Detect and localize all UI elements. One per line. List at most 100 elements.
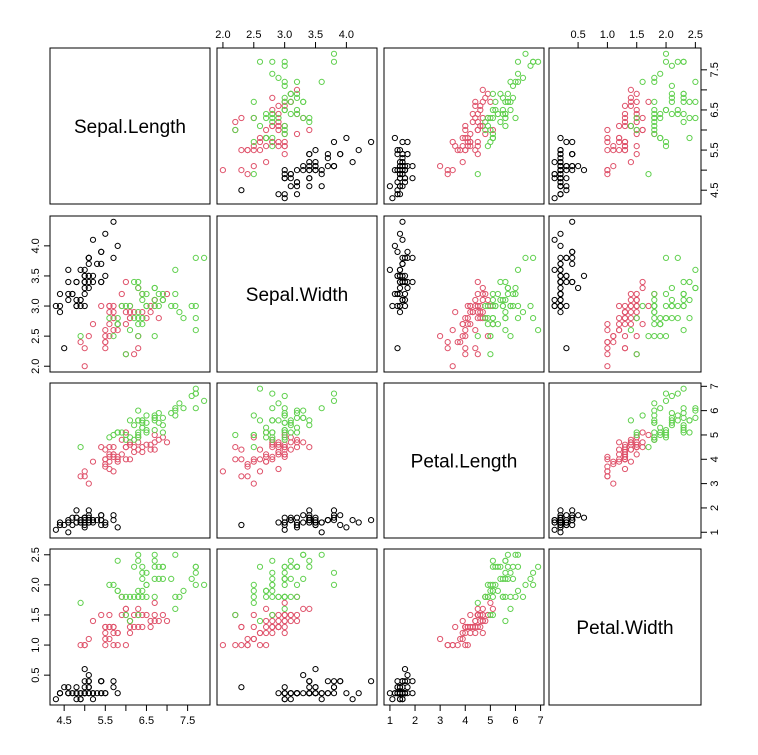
data-point [454, 642, 461, 649]
data-point [557, 155, 564, 162]
data-point [489, 114, 496, 122]
data-point [557, 519, 564, 526]
data-point [349, 159, 356, 166]
data-point [287, 575, 294, 583]
data-point [81, 266, 88, 273]
data-point [102, 521, 109, 529]
data-point [462, 333, 469, 340]
data-point [269, 122, 276, 130]
data-point [651, 74, 658, 82]
data-point [459, 617, 466, 625]
data-point [484, 333, 491, 340]
data-point [604, 363, 611, 370]
data-point [633, 441, 640, 448]
tick-label-petal-length: 7 [709, 383, 721, 389]
data-point [131, 315, 138, 322]
data-point [122, 429, 130, 436]
data-point [135, 431, 142, 439]
data-point [580, 167, 588, 174]
tick-label-petal-length: 5 [487, 715, 493, 727]
data-point [135, 623, 142, 631]
data-point [633, 451, 640, 458]
data-point [563, 187, 570, 194]
data-point [163, 439, 171, 446]
data-point [312, 147, 319, 154]
data-point [102, 272, 109, 279]
data-point [509, 290, 517, 298]
data-point [263, 593, 270, 601]
data-point [651, 302, 658, 310]
data-point [318, 405, 325, 412]
data-point [126, 327, 134, 334]
data-point [633, 429, 640, 436]
data-point [77, 599, 84, 607]
data-point [318, 78, 325, 86]
data-point [281, 593, 288, 601]
data-point [621, 333, 629, 340]
data-point [449, 138, 456, 146]
data-point [293, 611, 301, 619]
data-point [668, 98, 676, 106]
data-point [604, 138, 611, 146]
data-point [102, 230, 109, 237]
data-point [394, 302, 401, 310]
data-point [657, 70, 664, 77]
data-point [662, 434, 670, 441]
data-point [122, 456, 130, 463]
data-point [250, 623, 257, 631]
data-point [232, 611, 239, 619]
data-point [489, 106, 496, 114]
data-point [106, 309, 113, 316]
data-point [489, 134, 496, 142]
data-point [489, 302, 496, 310]
data-point [396, 696, 404, 703]
data-point [459, 134, 466, 142]
panel-frame-petal-width-vs-sepal-width [216, 548, 378, 706]
data-point [139, 623, 146, 631]
data-point [557, 302, 564, 310]
data-point [437, 635, 444, 643]
data-point [492, 106, 499, 114]
data-point [275, 593, 282, 601]
data-point [575, 284, 582, 292]
data-point [110, 315, 117, 322]
data-point [662, 106, 670, 114]
data-point [56, 521, 64, 529]
data-point [300, 114, 307, 122]
data-point [81, 690, 88, 697]
data-point [396, 684, 404, 691]
variable-label-petal-length: Petal.Length [411, 452, 518, 473]
data-point [81, 302, 88, 310]
data-point [482, 290, 489, 298]
data-point [557, 272, 564, 279]
data-point [479, 284, 486, 292]
data-point [85, 260, 92, 267]
data-point [263, 642, 270, 649]
data-point [396, 147, 404, 154]
data-point [139, 309, 146, 316]
tick-label-sepal-width: 3.0 [277, 29, 292, 41]
data-point [312, 666, 319, 673]
data-point [621, 147, 629, 154]
data-point [487, 611, 494, 619]
data-point [645, 333, 652, 340]
data-point [633, 315, 640, 322]
data-point [502, 309, 509, 316]
data-point [627, 458, 635, 465]
data-point [122, 321, 130, 328]
data-point [657, 431, 664, 439]
data-point [139, 575, 146, 583]
data-point [633, 114, 640, 122]
data-point [244, 635, 251, 643]
data-point [269, 453, 276, 460]
data-point [306, 118, 313, 126]
data-point [85, 480, 92, 487]
data-point [122, 642, 130, 649]
data-point [557, 151, 564, 158]
data-point [250, 412, 257, 419]
data-point [535, 327, 542, 334]
variable-label-sepal-length: Sepal.Length [74, 117, 186, 138]
data-point [135, 587, 142, 595]
data-point [686, 134, 693, 142]
data-point [680, 296, 687, 304]
